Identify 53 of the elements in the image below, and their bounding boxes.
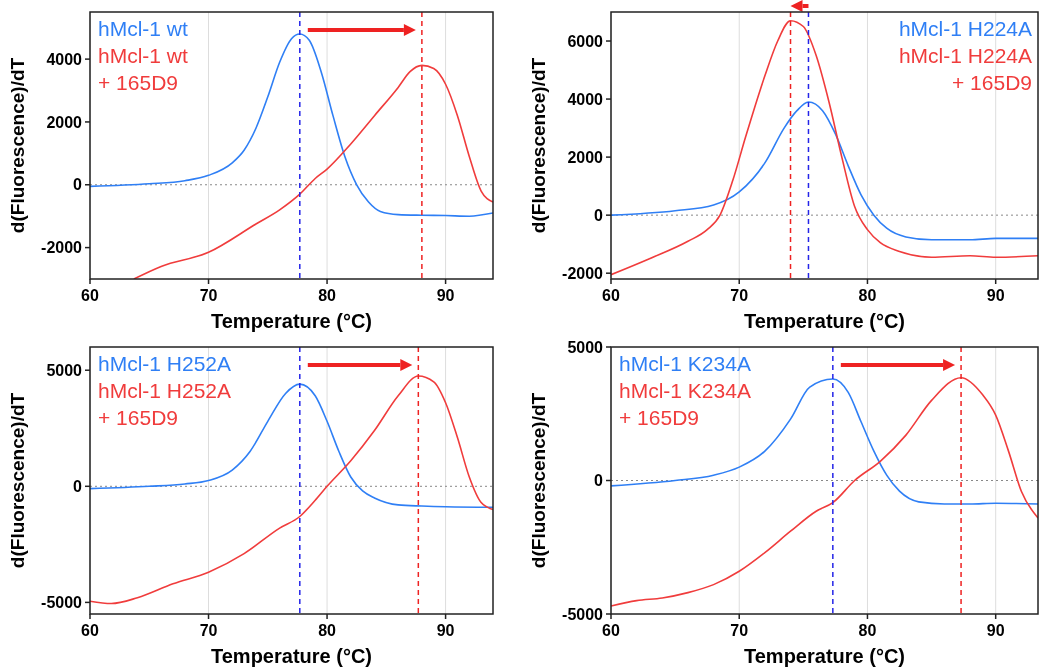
- y-tick-label: 0: [73, 477, 83, 495]
- y-tick-label: 5000: [567, 338, 604, 356]
- text: hMcl-1 H224A: [898, 17, 1032, 40]
- x-tick-label: 70: [730, 287, 749, 304]
- x-tick-label: 60: [602, 287, 620, 304]
- x-tick-label: 90: [436, 622, 455, 639]
- x-tick-label: 70: [199, 287, 218, 304]
- x-tick-label: 60: [81, 622, 99, 639]
- text: hMcl-1 wt: [98, 17, 189, 40]
- y-tick-label: 2000: [46, 113, 83, 131]
- y-axis-title: d(Fluorescence)/dT: [7, 57, 28, 234]
- y-tick-label: 0: [73, 176, 83, 194]
- text: hMcl-1 H252A: [98, 352, 232, 375]
- y-tick-label: -5000: [41, 593, 83, 611]
- x-axis-title: Temperature (°C): [744, 310, 905, 332]
- text: hMcl-1 H224A + 165D9: [898, 44, 1032, 94]
- y-tick-label: -2000: [562, 264, 604, 282]
- x-axis-title: Temperature (°C): [211, 310, 372, 332]
- y-axis-title: d(Fluorescence)/dT: [528, 392, 549, 569]
- x-tick-label: 80: [858, 622, 877, 639]
- line-series: [611, 19, 1038, 276]
- y-axis-title: d(Fluorescence)/dT: [528, 57, 549, 234]
- y-tick-label: 0: [594, 206, 604, 224]
- line-series: [90, 383, 493, 508]
- y-tick-label: 6000: [567, 32, 604, 50]
- y-axis-title: d(Fluorescence)/dT: [7, 392, 28, 569]
- y-tick-label: 5000: [46, 361, 83, 379]
- x-axis-title: Temperature (°C): [744, 645, 905, 667]
- y-tick-label: 4000: [46, 50, 83, 68]
- text: hMcl-1 wt + 165D9: [98, 44, 189, 94]
- x-tick-label: 90: [986, 622, 1005, 639]
- line-series: [611, 101, 1038, 241]
- line-series: [611, 378, 1038, 505]
- line-series: [90, 375, 493, 605]
- x-tick-label: 80: [858, 287, 877, 304]
- x-tick-label: 90: [986, 287, 1005, 304]
- x-tick-label: 80: [318, 622, 337, 639]
- y-tick-label: 0: [594, 472, 604, 490]
- line-series: [611, 376, 1038, 607]
- x-tick-label: 70: [730, 622, 749, 639]
- y-tick-label: -5000: [562, 605, 604, 623]
- y-tick-label: 2000: [567, 148, 604, 166]
- text: hMcl-1 K234A: [619, 352, 751, 375]
- x-tick-label: 60: [81, 287, 99, 304]
- y-tick-label: -2000: [41, 239, 83, 257]
- x-tick-label: 60: [602, 622, 620, 639]
- x-tick-label: 90: [436, 287, 455, 304]
- x-axis-title: Temperature (°C): [211, 645, 372, 667]
- x-tick-label: 80: [318, 287, 337, 304]
- y-tick-label: 4000: [567, 90, 604, 108]
- text: hMcl-1 K234A + 165D9: [619, 379, 751, 429]
- x-tick-label: 70: [199, 622, 218, 639]
- text: hMcl-1 H252A + 165D9: [98, 379, 232, 429]
